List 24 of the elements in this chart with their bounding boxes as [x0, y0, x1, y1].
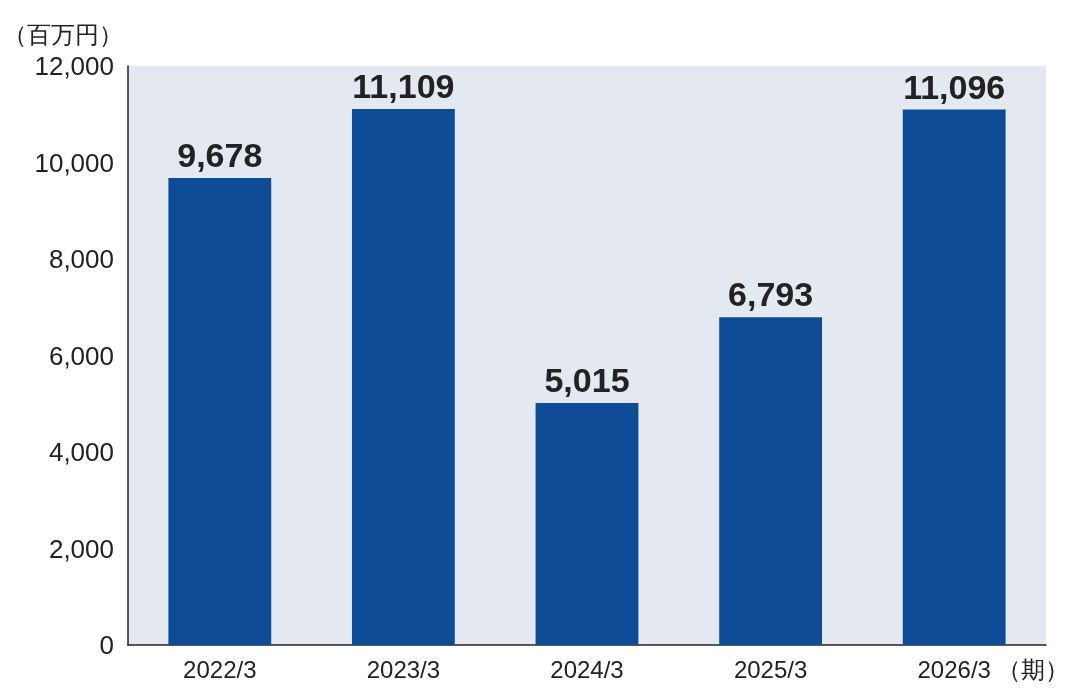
- data-label: 9,678: [177, 136, 263, 175]
- y-tick-label: 6,000: [48, 340, 114, 371]
- bar: [535, 403, 639, 645]
- x-tick-label: 2023/3: [366, 655, 441, 683]
- x-tick-label: 2026/3: [917, 655, 991, 683]
- x-tick-label: 2024/3: [550, 655, 624, 683]
- data-label: 6,793: [728, 275, 814, 314]
- bar: [351, 108, 455, 645]
- x-tick-label: 2022/3: [183, 655, 257, 683]
- data-label: 11,109: [352, 66, 455, 105]
- data-label: 11,096: [903, 67, 1006, 106]
- y-tick-label: 10,000: [34, 147, 114, 178]
- x-tick-label: 2025/3: [733, 655, 808, 683]
- x-axis-title: （期）: [996, 655, 1069, 683]
- y-tick-label: 8,000: [48, 244, 114, 274]
- y-axis-title: （百万円）: [3, 20, 123, 48]
- bar: [719, 317, 823, 645]
- y-tick-label: 12,000: [34, 51, 114, 81]
- bar: [168, 178, 272, 645]
- y-tick-label: 2,000: [48, 533, 114, 564]
- data-label: 5,015: [544, 361, 630, 400]
- y-tick-label: 4,000: [48, 437, 114, 467]
- bar: [902, 109, 1006, 645]
- y-tick-label: 0: [99, 630, 114, 660]
